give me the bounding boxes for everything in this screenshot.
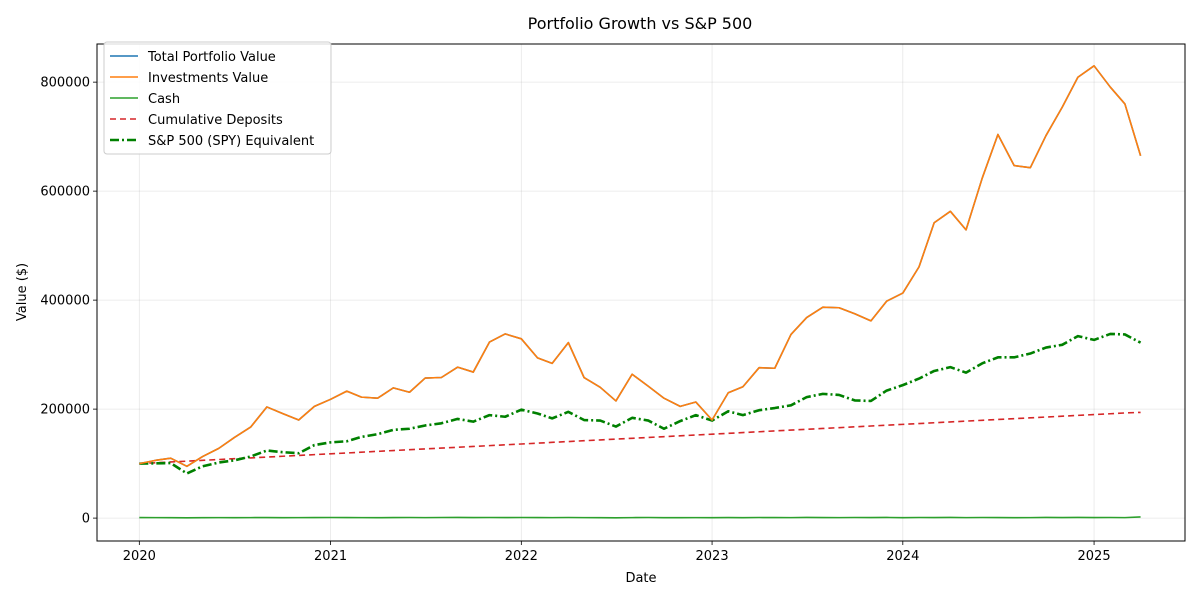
- legend-label-4: S&P 500 (SPY) Equivalent: [148, 134, 314, 149]
- legend-label-3: Cumulative Deposits: [148, 113, 283, 128]
- legend-box: [103, 41, 332, 155]
- x-axis-label: Date: [625, 571, 656, 586]
- y-tick-label: 0: [82, 512, 90, 527]
- legend-label-0: Total Portfolio Value: [147, 50, 276, 65]
- x-tick-label: 2025: [1078, 549, 1111, 564]
- legend-label-2: Cash: [148, 92, 180, 107]
- x-tick-label: 2022: [505, 549, 538, 564]
- series-layer: [139, 65, 1142, 519]
- legend-label-1: Investments Value: [148, 71, 268, 86]
- x-axis: 2020 2021 2022 2023 2024 2025: [123, 541, 1111, 564]
- series-line-1: [139, 65, 1142, 468]
- series-line-4: [139, 332, 1142, 475]
- y-axis-label: Value ($): [15, 263, 30, 321]
- chart-title: Portfolio Growth vs S&P 500: [528, 14, 753, 33]
- y-tick-label: 800000: [40, 76, 90, 91]
- y-axis: 0 200000 400000 600000 800000: [40, 76, 97, 527]
- y-tick-label: 600000: [40, 185, 90, 200]
- x-tick-label: 2021: [314, 549, 347, 564]
- plot-frame: [96, 43, 1186, 542]
- x-tick-label: 2020: [123, 549, 156, 564]
- y-tick-label: 200000: [40, 403, 90, 418]
- series-line-2: [139, 516, 1141, 519]
- series-line-3: [139, 411, 1141, 465]
- x-tick-label: 2023: [696, 549, 729, 564]
- y-tick-label: 400000: [40, 294, 90, 309]
- x-tick-label: 2024: [886, 549, 919, 564]
- legend: Total Portfolio Value Investments Value Ca…: [103, 41, 332, 155]
